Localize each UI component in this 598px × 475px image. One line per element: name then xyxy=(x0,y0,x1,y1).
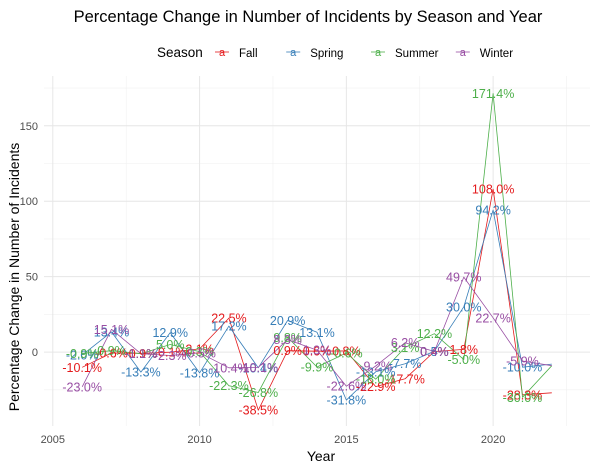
data-label-winter: 49.7% xyxy=(446,271,481,285)
x-tick-label: 2015 xyxy=(334,434,358,446)
data-label-summer: -0.6% xyxy=(330,346,363,360)
legend-key-glyph: a xyxy=(375,47,382,59)
data-label-winter: -0.5% xyxy=(183,346,216,360)
data-label-spring: 13.1% xyxy=(299,326,334,340)
series-lines xyxy=(81,93,553,411)
data-label-winter: 8.3% xyxy=(273,333,302,347)
legend: Season a Fall a Spring a Summer a Winter xyxy=(157,45,513,60)
data-label-spring: 12.9% xyxy=(152,326,187,340)
data-label-spring: 94.2% xyxy=(475,203,510,217)
data-label-fall: 0.8% xyxy=(332,344,361,358)
data-label-winter: -10.4% xyxy=(209,361,249,375)
y-axis-title: Percentage Change in Number of Incidents xyxy=(6,143,22,412)
x-tick-label: 2005 xyxy=(41,434,65,446)
legend-key-glyph: a xyxy=(290,47,297,59)
data-label-spring: -13.1% xyxy=(356,365,396,379)
data-label-summer: -22.3% xyxy=(209,379,249,393)
data-label-fall: -22.9% xyxy=(356,380,396,394)
data-label-winter: 22.7% xyxy=(475,311,510,325)
data-label-fall: -28.3% xyxy=(503,388,543,402)
data-label-winter: 15.1% xyxy=(94,323,129,337)
data-label-summer: 9.8% xyxy=(273,331,302,345)
data-label-summer: -1.1% xyxy=(125,347,158,361)
legend-label: Spring xyxy=(310,48,343,60)
grid xyxy=(44,76,590,426)
data-label-summer: -9.9% xyxy=(301,361,334,375)
legend-key-glyph: a xyxy=(219,47,226,59)
data-label-winter: -10.1% xyxy=(238,361,278,375)
data-label-spring: -13.8% xyxy=(180,366,220,380)
data-label-winter: -2.3% xyxy=(154,349,187,363)
legend-label: Fall xyxy=(239,48,258,60)
data-label-winter: 1.3% xyxy=(303,344,332,358)
data-label-spring: 13.4% xyxy=(94,325,129,339)
data-label-summer: -30.0% xyxy=(503,391,543,405)
data-label-fall: -17.7% xyxy=(385,372,425,386)
legend-item-summer: a Summer xyxy=(371,47,439,60)
data-label-fall: -0.9% xyxy=(125,347,158,361)
data-label-spring: -13.3% xyxy=(121,366,161,380)
data-label-winter: -9.2% xyxy=(359,359,392,373)
data-label-spring: 17.2% xyxy=(211,320,246,334)
data-label-spring: -10.4% xyxy=(238,361,278,375)
legend-label: Winter xyxy=(480,48,513,60)
data-label-fall: -0.6% xyxy=(95,346,128,360)
data-label-fall: -10.1% xyxy=(62,361,102,375)
data-label-fall: 0.4% xyxy=(420,345,449,359)
data-label-spring: -10.0% xyxy=(503,361,543,375)
data-label-summer: 3.1% xyxy=(391,341,420,355)
data-label-fall: 2.1% xyxy=(185,342,214,356)
data-label-summer: 0.3% xyxy=(185,345,214,359)
data-label-winter: -23.0% xyxy=(62,380,102,394)
data-label-summer: -26.8% xyxy=(238,386,278,400)
data-label-spring: 30.0% xyxy=(446,300,481,314)
series-line-fall xyxy=(82,188,552,411)
data-label-spring: 20.9% xyxy=(270,314,305,328)
y-tick-label: 150 xyxy=(20,121,38,133)
data-label-summer: 5.0% xyxy=(156,338,185,352)
series-line-summer xyxy=(82,93,553,398)
legend-item-fall: a Fall xyxy=(215,47,258,60)
data-label-summer: -18.0% xyxy=(356,373,396,387)
y-tick-label: 100 xyxy=(20,196,38,208)
legend-label: Summer xyxy=(395,48,439,60)
y-tick-label: 50 xyxy=(26,272,38,284)
data-labels: -10.1%-0.6%-0.9%-0.1%2.1%22.5%-38.5%0.9%… xyxy=(62,87,542,418)
legend-item-spring: a Spring xyxy=(286,47,343,60)
series-line-winter xyxy=(81,276,552,387)
data-label-summer: -5.0% xyxy=(447,353,480,367)
data-label-fall: -38.5% xyxy=(238,404,278,418)
data-label-fall: 108.0% xyxy=(472,183,514,197)
x-axis-title: Year xyxy=(307,448,336,464)
data-label-summer: 171.4% xyxy=(472,87,514,101)
x-tick-label: 2020 xyxy=(481,434,505,446)
data-label-fall: 0.9% xyxy=(273,344,302,358)
data-label-winter: -22.6% xyxy=(327,380,367,394)
legend-item-winter: a Winter xyxy=(455,47,513,60)
data-label-winter: -5.9% xyxy=(506,354,539,368)
data-label-fall: 22.5% xyxy=(211,312,246,326)
data-label-fall: 0.6% xyxy=(303,345,332,359)
data-label-spring: -7.7% xyxy=(389,357,422,371)
axes: 2005 2010 2015 2020 0 50 100 150 xyxy=(20,121,506,446)
legend-key-glyph: a xyxy=(460,47,467,59)
y-tick-label: 0 xyxy=(32,347,38,359)
data-label-winter: -1.1% xyxy=(125,347,158,361)
x-tick-label: 2010 xyxy=(187,434,211,446)
data-label-summer: -0.9% xyxy=(66,347,99,361)
data-label-winter: 0.4% xyxy=(420,345,449,359)
data-label-spring: 0.5% xyxy=(420,345,449,359)
data-label-summer: 0.9% xyxy=(97,344,126,358)
chart-title: Percentage Change in Number of Incidents… xyxy=(74,8,543,26)
data-label-fall: 1.8% xyxy=(450,343,479,357)
data-label-spring: -2.0% xyxy=(66,349,99,363)
data-label-spring: -31.8% xyxy=(327,394,367,408)
data-label-winter: 6.2% xyxy=(391,336,420,350)
data-label-fall: -0.1% xyxy=(154,346,187,360)
data-label-summer: 12.2% xyxy=(417,327,452,341)
legend-title: Season xyxy=(157,45,203,60)
